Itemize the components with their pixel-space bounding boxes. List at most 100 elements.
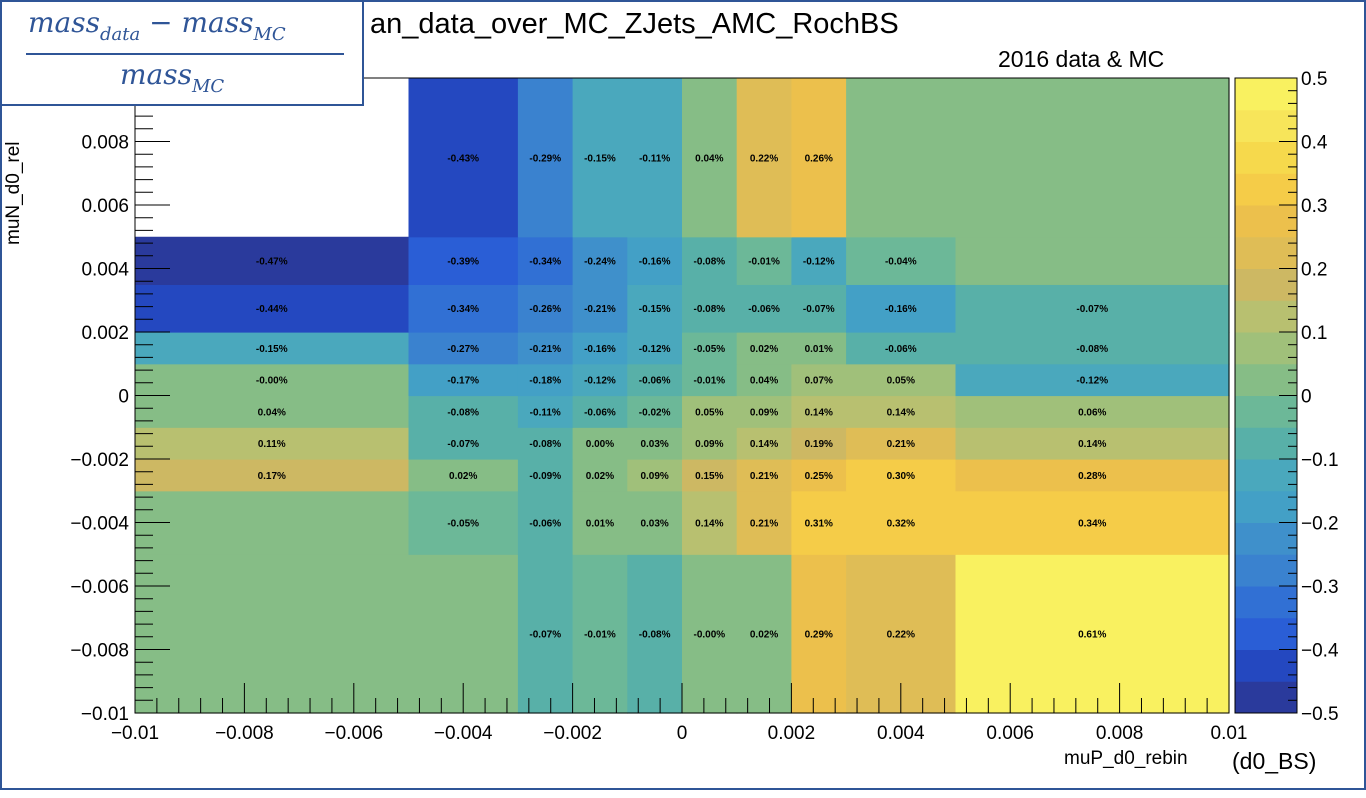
- colorbar-swatch: [1235, 173, 1297, 206]
- cell-value-label: -0.26%: [529, 304, 561, 315]
- heatmap-cell: [135, 554, 410, 714]
- heatmap-cell: [791, 459, 847, 492]
- heatmap-cell: [517, 554, 574, 714]
- cell-value-label: 0.11%: [258, 439, 286, 450]
- cell-value-label: -0.04%: [885, 257, 917, 268]
- cell-value-label: -0.11%: [639, 153, 670, 164]
- cell-value-label: 0.14%: [1078, 439, 1106, 450]
- formula-minus: −: [149, 6, 173, 39]
- colorbar-swatch: [1235, 395, 1297, 428]
- heatmap-cell: [791, 236, 847, 285]
- cell-value-label: -0.00%: [256, 376, 288, 387]
- y-tick-label: 0: [118, 387, 129, 408]
- y-tick-label: 0.006: [81, 196, 129, 217]
- colorbar-swatch: [1235, 427, 1297, 460]
- colorbar-swatch: [1235, 617, 1297, 650]
- heatmap-cell: [955, 236, 1230, 285]
- heatmap-cell: [408, 395, 519, 428]
- cell-value-label: 0.09%: [640, 471, 668, 482]
- x-axis-label: muP_d0_rebin: [1064, 748, 1188, 769]
- heatmap-cell: [682, 236, 738, 285]
- heatmap-cell: [517, 490, 574, 555]
- cell-value-label: -0.08%: [694, 257, 726, 268]
- heatmap-cell: [408, 490, 519, 555]
- formula-overlay: massdata − massMC massMC: [0, 0, 364, 106]
- heatmap-cell: [517, 459, 574, 492]
- heatmap-cell: [955, 332, 1230, 365]
- x-tick-label: 0.01: [1211, 723, 1248, 744]
- heatmap-cell: [517, 363, 574, 397]
- heatmap-cell: [408, 236, 519, 285]
- x-tick-label: −0.006: [324, 723, 383, 744]
- heatmap-cell: [846, 395, 957, 428]
- heatmap-cell: [572, 554, 628, 714]
- colorbar-tick-label: −0.3: [1301, 577, 1339, 598]
- heatmap-cell: [736, 363, 792, 397]
- cell-value-label: -0.15%: [584, 153, 616, 164]
- cell-value-label: 0.25%: [805, 471, 833, 482]
- cell-value-label: -0.06%: [885, 344, 917, 355]
- heatmap-cell: [682, 490, 738, 555]
- heatmap-cell: [736, 284, 792, 333]
- colorbar-swatch: [1235, 681, 1297, 714]
- heatmap-cell: [736, 554, 792, 714]
- heatmap-cell: [408, 332, 519, 365]
- colorbar-swatch: [1235, 332, 1297, 365]
- x-axis-label-annotation: (d0_BS): [1232, 748, 1317, 774]
- cell-value-label: 0.02%: [750, 630, 778, 641]
- cell-value-label: -0.06%: [529, 519, 561, 530]
- cell-value-label: -0.15%: [256, 344, 288, 355]
- colorbar-tick-label: 0: [1301, 387, 1312, 408]
- cell-value-label: -0.29%: [529, 153, 561, 164]
- heatmap-cell: [627, 395, 683, 428]
- heatmap-cell: [791, 395, 847, 428]
- cell-value-label: 0.29%: [805, 630, 833, 641]
- y-tick-label: 0.002: [81, 323, 129, 344]
- cell-value-label: 0.30%: [887, 471, 915, 482]
- heatmap-cell: [682, 427, 738, 460]
- heatmap-cell: [572, 78, 628, 238]
- cell-value-label: -0.08%: [1076, 344, 1108, 355]
- cell-value-label: -0.06%: [584, 407, 616, 418]
- heatmap-cell: [627, 459, 683, 492]
- heatmap-cell: [572, 284, 628, 333]
- heatmap-cell: [135, 459, 410, 492]
- colorbar-swatch: [1235, 586, 1297, 619]
- heatmap-cell: [846, 78, 957, 238]
- chart-title: an_data_over_MC_ZJets_AMC_RochBS: [370, 8, 899, 40]
- cell-value-label: 0.14%: [695, 519, 723, 530]
- heatmap-cell: [627, 554, 683, 714]
- cell-value-label: -0.06%: [639, 376, 671, 387]
- cell-value-label: 0.00%: [586, 439, 614, 450]
- cell-value-label: -0.00%: [694, 630, 726, 641]
- cell-value-label: -0.43%: [447, 153, 479, 164]
- cell-value-label: 0.26%: [805, 153, 833, 164]
- cell-value-label: -0.16%: [639, 257, 671, 268]
- heatmap-cell: [791, 490, 847, 555]
- y-tick-label: −0.008: [70, 641, 129, 662]
- heatmap-cell: [846, 236, 957, 285]
- cell-value-label: -0.12%: [1076, 376, 1108, 387]
- y-tick-label: 0.008: [81, 133, 129, 154]
- cell-value-label: 0.05%: [695, 407, 723, 418]
- heatmap-cell: [517, 78, 574, 238]
- cell-value-label: -0.16%: [584, 344, 616, 355]
- heatmap-cell: [517, 395, 574, 428]
- cell-value-label: -0.08%: [694, 304, 726, 315]
- colorbar-swatch: [1235, 554, 1297, 587]
- cell-value-label: 0.02%: [586, 471, 614, 482]
- y-tick-label: 0.004: [81, 260, 129, 281]
- colorbar-tick-label: −0.2: [1301, 514, 1339, 535]
- cell-value-label: 0.14%: [750, 439, 778, 450]
- x-tick-label: −0.008: [215, 723, 274, 744]
- cell-value-label: 0.04%: [258, 407, 286, 418]
- cell-value-label: 0.05%: [887, 376, 915, 387]
- cell-value-label: -0.07%: [447, 439, 479, 450]
- cell-value-label: -0.27%: [447, 344, 479, 355]
- cell-value-label: -0.34%: [447, 304, 479, 315]
- formula-num-right: mass: [181, 6, 254, 39]
- heatmap-cell: [135, 332, 410, 365]
- colorbar-tick-label: −0.1: [1301, 450, 1339, 471]
- heatmap-cell: [955, 363, 1230, 397]
- cell-value-label: -0.24%: [584, 257, 616, 268]
